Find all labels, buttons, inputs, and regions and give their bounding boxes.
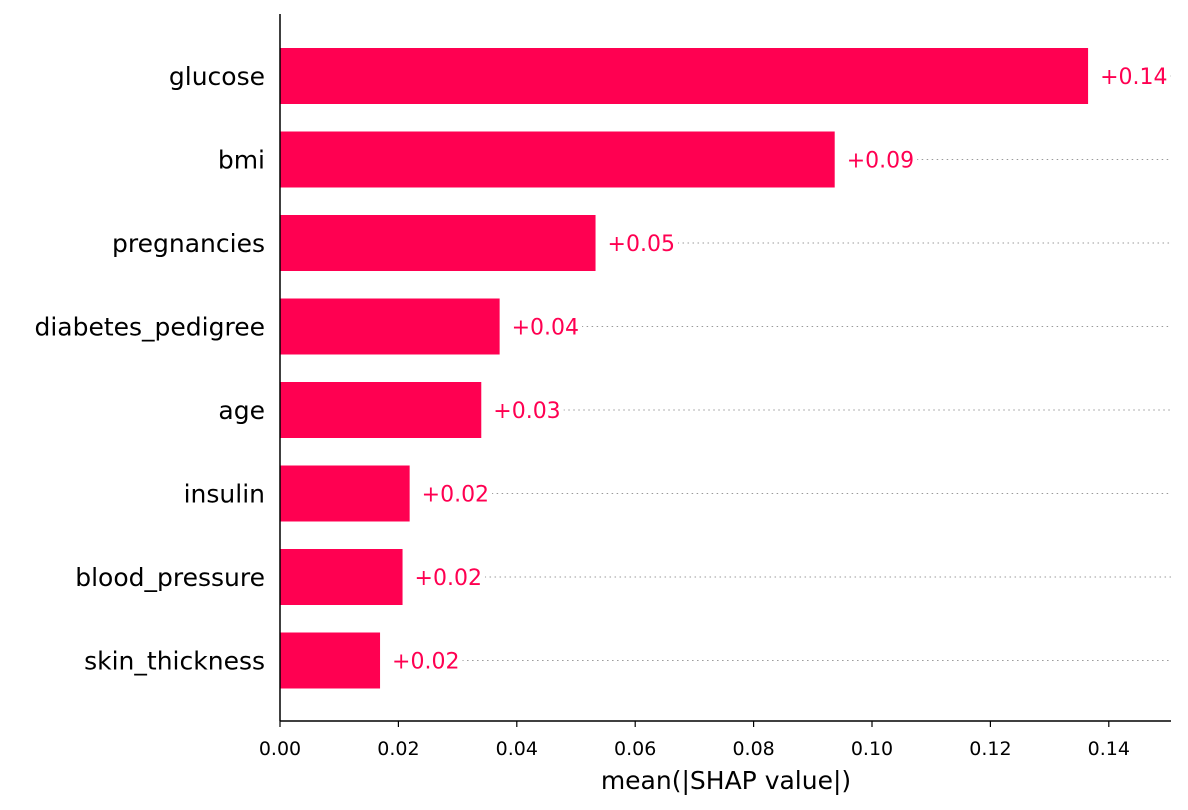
category-label-blood-pressure: blood_pressure bbox=[75, 563, 265, 592]
x-tick-label: 0.02 bbox=[377, 738, 419, 760]
value-label-age: +0.03 bbox=[493, 399, 560, 424]
x-tick-label: 0.14 bbox=[1088, 738, 1130, 760]
bar-diabetes-pedigree bbox=[280, 298, 500, 355]
bar-skin-thickness bbox=[280, 632, 381, 689]
bar-pregnancies bbox=[280, 215, 596, 271]
value-labels: +0.14 +0.09 +0.05 +0.04 +0.03 +0.02 +0.02 +0.02 bbox=[389, 65, 1171, 675]
value-label-backing bbox=[490, 399, 564, 424]
bar-insulin bbox=[280, 465, 410, 522]
x-tick-label: 0.12 bbox=[969, 738, 1011, 760]
category-label-glucose: glucose bbox=[169, 62, 265, 91]
value-label-backing bbox=[843, 148, 918, 174]
category-label-skin-thickness: skin_thickness bbox=[84, 647, 265, 676]
x-ticks: 0.00 0.02 0.04 0.06 0.08 0.10 0.12 0.14 bbox=[259, 721, 1130, 760]
bar-glucose bbox=[280, 48, 1089, 104]
value-label-pregnancies: +0.05 bbox=[608, 232, 675, 257]
value-label-backing bbox=[604, 232, 678, 257]
value-label-backing bbox=[1097, 65, 1171, 90]
x-tick-label: 0.04 bbox=[496, 738, 538, 760]
value-label-skin-thickness: +0.02 bbox=[392, 650, 459, 675]
bar-bmi bbox=[280, 131, 835, 188]
x-tick-label: 0.06 bbox=[614, 738, 656, 760]
axes bbox=[279, 14, 1171, 722]
value-label-backing bbox=[411, 566, 485, 591]
x-tick-label: 0.08 bbox=[732, 738, 774, 760]
value-label-diabetes-pedigree: +0.04 bbox=[512, 316, 579, 341]
category-labels: glucose bmi pregnancies diabetes_pedigreeag… bbox=[34, 62, 265, 676]
value-label-bmi: +0.09 bbox=[847, 149, 914, 174]
x-axis-title: mean(|SHAP value|) bbox=[601, 766, 851, 795]
category-label-age: age bbox=[218, 396, 265, 425]
category-label-pregnancies: pregnancies bbox=[112, 229, 265, 258]
value-label-backing bbox=[389, 649, 463, 675]
value-label-blood-pressure: +0.02 bbox=[415, 566, 482, 591]
value-label-backing bbox=[418, 482, 493, 508]
category-label-bmi: bmi bbox=[218, 146, 265, 175]
x-tick-label: 0.00 bbox=[259, 738, 301, 760]
category-label-diabetes-pedigree: diabetes_pedigree bbox=[34, 313, 265, 342]
value-label-insulin: +0.02 bbox=[422, 483, 489, 508]
bar-age bbox=[280, 382, 482, 438]
category-label-insulin: insulin bbox=[184, 480, 265, 509]
bar-blood-pressure bbox=[280, 549, 403, 605]
value-label-backing bbox=[508, 315, 583, 341]
bars bbox=[280, 48, 1089, 689]
x-tick-label: 0.10 bbox=[851, 738, 893, 760]
value-label-glucose: +0.14 bbox=[1100, 65, 1167, 90]
